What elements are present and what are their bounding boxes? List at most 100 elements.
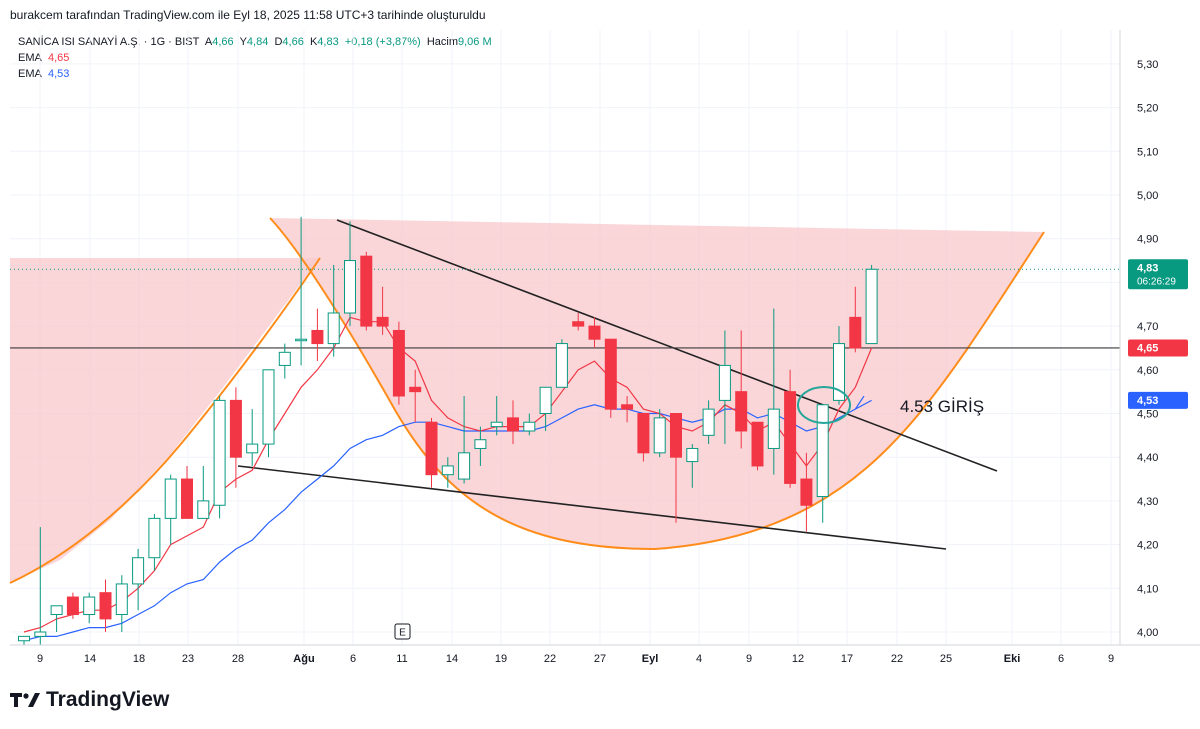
candle-body-down [735,391,748,432]
candle-body-up [18,635,30,642]
ema-slow-line [23,399,872,642]
upper-trendline [336,219,998,472]
candle-body-up [833,343,845,401]
candle-body-down [181,478,193,519]
candle-body-down [360,255,373,327]
time-tick-label: 9 [37,653,43,665]
time-tick-label: Ağu [293,653,314,665]
candle-body-down [604,338,617,410]
price-axis: 5,305,205,105,004,904,804,704,604,504,40… [1119,30,1188,645]
price-tick-label: 4,40 [1137,452,1158,464]
time-tick-label: 11 [396,653,407,665]
candle-body-up [523,421,536,432]
price-tick-label: 4,30 [1137,496,1158,508]
candle-body-down [376,316,389,327]
price-tick-label: 4,20 [1137,540,1158,552]
ema-slow-row[interactable]: EMA 4,53 [18,66,492,82]
candle-body-down [507,417,519,432]
candle-body-up [34,631,47,637]
ema-fast-label: EMA [18,52,42,64]
time-tick-label: 14 [84,653,96,665]
candle-body-down [66,596,79,616]
candle-body-up [718,364,731,401]
candle-body-down [751,421,764,467]
price-label-value: 4,83 [1137,262,1158,274]
volume-label: Hacim [426,36,458,48]
ema-slow-extension [854,395,865,410]
candle-body-up [83,596,96,616]
price-tick-label: 5,30 [1137,59,1158,71]
candle-body-up [327,312,340,345]
candle-body-up [555,343,568,388]
candle-body-up [816,404,829,498]
candle-body-up [50,605,63,616]
time-tick-label: 25 [940,653,952,665]
price-tick-label: 4,70 [1137,321,1158,333]
price-tick-label: 4,10 [1137,583,1158,595]
tradingview-logo-icon [10,693,40,707]
high-label: Y [239,36,247,48]
time-axis: 9 14 18 23 28 Ağu 6 11 14 19 22 27 Eyl 4 9 12 17 22 25 Eki 6… [10,644,1200,665]
candle-body-up [702,408,715,436]
candle-body-down [621,404,634,410]
candle-body-down [311,329,324,345]
ema-slow-value: 4,53 [47,68,70,80]
candle-body-up [246,443,259,454]
overlay: 4.53 GİRİŞ E [394,386,984,640]
entry-annotation: 4.53 GİRİŞ [900,397,984,416]
time-tick-label: 19 [495,653,507,665]
candle-body-down [849,316,862,349]
tradingview-logo-text: TradingView [46,688,170,711]
ema-fast-row[interactable]: EMA 4,65 [18,50,492,66]
left-cup-arc [9,257,321,584]
price-label-value: 4,53 [1137,395,1158,407]
time-tick-label: 18 [133,653,145,665]
time-tick-label: 9 [1108,653,1114,665]
time-tick-label: 9 [746,653,752,665]
time-tick-label: 6 [350,653,356,665]
ema-fast-line [23,316,873,633]
ema-fast-value: 4,65 [47,52,70,64]
candle-body-up [539,386,552,414]
time-tick-label: 4 [696,653,702,665]
symbol-name[interactable]: SANİCA ISI SANAYİ A.Ş. · 1G · BIST [18,36,200,48]
candle-body-down [637,413,650,454]
candle-body-up [278,351,291,366]
price-tick-label: 4,60 [1137,365,1158,377]
time-tick-label: 17 [841,653,853,665]
price-label-box [1128,259,1188,290]
candle-body-up [767,408,780,449]
candle-body-up [148,517,161,559]
price-tick-label: 5,20 [1137,103,1158,115]
time-tick-label: 12 [792,653,804,665]
price-tick-label: 5,10 [1137,146,1158,158]
candle-body-up [197,500,210,519]
candle-body-down [99,592,112,620]
price-tick-label: 5,00 [1137,190,1158,202]
candle-body-up [474,439,487,449]
time-tick-label: 28 [232,653,244,665]
ema-lines [23,316,873,642]
candle-body-down [588,325,601,340]
candle-body-up [490,421,503,428]
entry-circle [797,386,851,424]
candle-body-up [213,399,226,506]
candle-body-down [392,329,405,397]
tradingview-logo[interactable]: TradingView [10,688,169,712]
candle-body-up [653,417,666,454]
cup-shading [270,218,1044,549]
price-label-countdown: 06:26:29 [1137,276,1176,287]
candle-body-up [115,583,128,616]
candle-body-down [409,386,422,393]
candle-body-up [686,447,699,463]
time-tick-label: 27 [594,653,606,665]
close-label: K [309,36,318,48]
left-cup-shading [10,258,320,583]
open-value: 4,66 [212,36,234,48]
candle-body-down [784,391,797,484]
time-tick-label: 6 [1058,653,1064,665]
price-tick-label: 4,90 [1137,234,1158,246]
time-tick-label: 22 [544,653,556,665]
candle-body-up [295,338,308,342]
